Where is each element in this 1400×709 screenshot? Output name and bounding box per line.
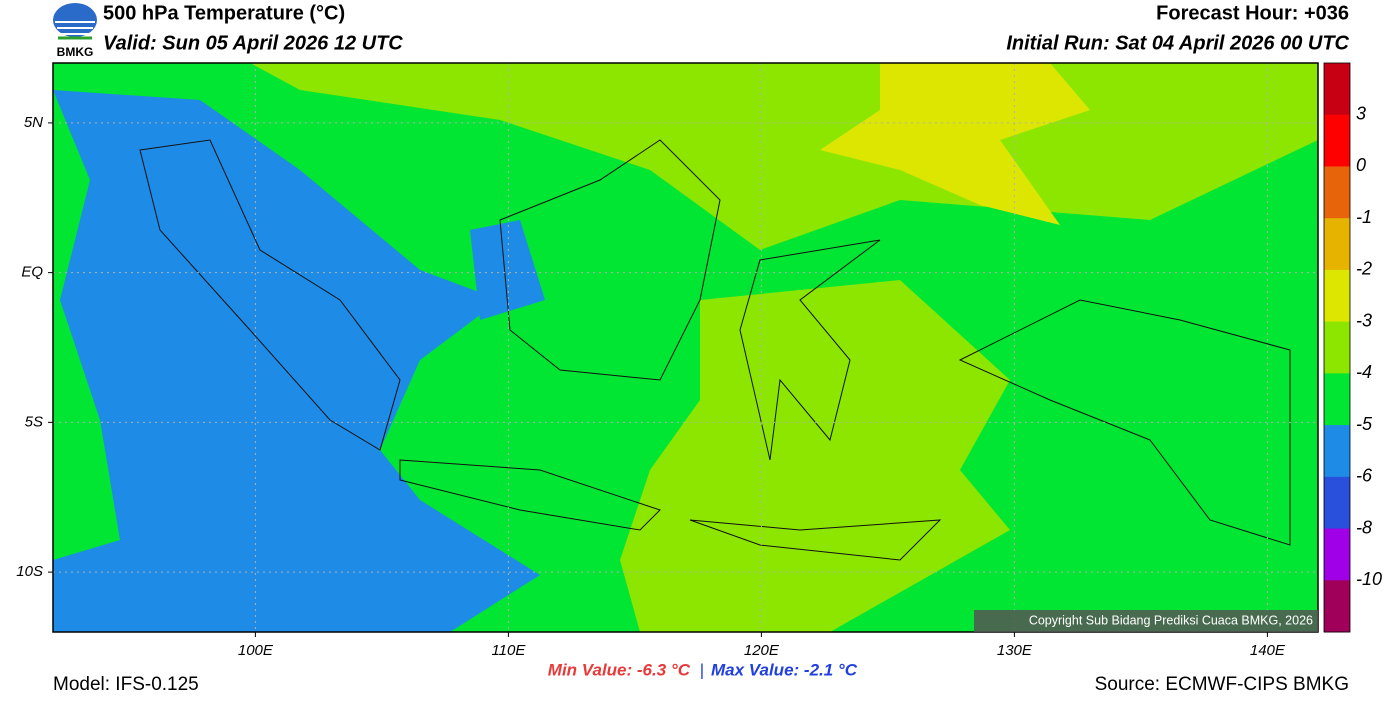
valid-time: Valid: Sun 05 April 2026 12 UTC [103,32,403,54]
coastline [958,299,1291,546]
x-tick-label: 140E [1250,642,1286,659]
colorbar-label: -1 [1356,207,1372,227]
colorbar-label: -8 [1356,517,1372,537]
colorbar-segment [1324,373,1350,426]
map-field [53,63,1318,632]
coastline [139,139,401,451]
source: Source: ECMWF-CIPS BMKG [1095,674,1349,695]
initial-run: Initial Run: Sat 04 April 2026 00 UTC [1006,32,1349,54]
colorbar-label: -10 [1356,569,1382,589]
colorbar-segment [1324,166,1350,219]
logo: BMKG [53,3,97,59]
colorbar: 3 0 -1 -2 -3 -4 -5 -6 -8 -10 [1323,62,1382,633]
field-area [820,63,1090,225]
coastline [689,519,942,561]
colorbar-label: -4 [1356,362,1372,382]
colorbar-frame [1323,62,1351,633]
colorbar-segment [1324,580,1350,633]
colorbar-label: -2 [1356,259,1372,279]
y-tick-label: 5S [25,413,43,430]
x-tick-label: 110E [491,642,526,659]
min-value: Min Value: -6.3 °C [548,660,691,679]
y-tick-label: 10S [16,563,43,580]
colorbar-label: -6 [1356,466,1373,486]
copyright-box [974,610,1318,632]
colorbar-segment [1324,114,1350,167]
colorbar-segment [1324,476,1350,530]
field-area [620,280,1010,632]
separator: | [700,660,704,679]
title: 500 hPa Temperature (°C) [103,2,345,24]
colorbar-label: -3 [1356,310,1372,330]
colorbar-segment [1324,425,1350,478]
max-value: Max Value: -2.1 °C [711,660,858,679]
y-tick-label: 5N [24,114,43,131]
field-area [53,90,540,632]
logo-globe [53,3,97,37]
logo-text: BMKG [57,45,94,59]
map-frame [52,62,1319,633]
coastline [499,139,721,381]
colorbar-segment [1324,269,1350,323]
colorbar-segment [1324,528,1350,581]
logo-stripes [55,21,95,35]
coastline [739,239,881,461]
colorbar-segment [1324,321,1350,374]
x-tick-label: 120E [744,642,780,659]
model: Model: IFS-0.125 [53,674,199,695]
colorbar-label: -5 [1356,414,1373,434]
colorbar-label: 3 [1356,103,1366,123]
colorbar-segment [1324,63,1350,116]
forecast-hour: Forecast Hour: +036 [1156,2,1349,24]
coastline [399,459,661,531]
x-tick-label: 100E [238,642,274,659]
field-area [470,220,545,320]
copyright: Copyright Sub Bidang Prediksi Cuaca BMKG… [1029,613,1313,627]
colorbar-segment [1324,218,1350,271]
x-tick-label: 130E [997,642,1033,659]
y-tick-label: EQ [21,264,43,281]
grid [53,63,1318,632]
colorbar-label: 0 [1356,155,1366,175]
